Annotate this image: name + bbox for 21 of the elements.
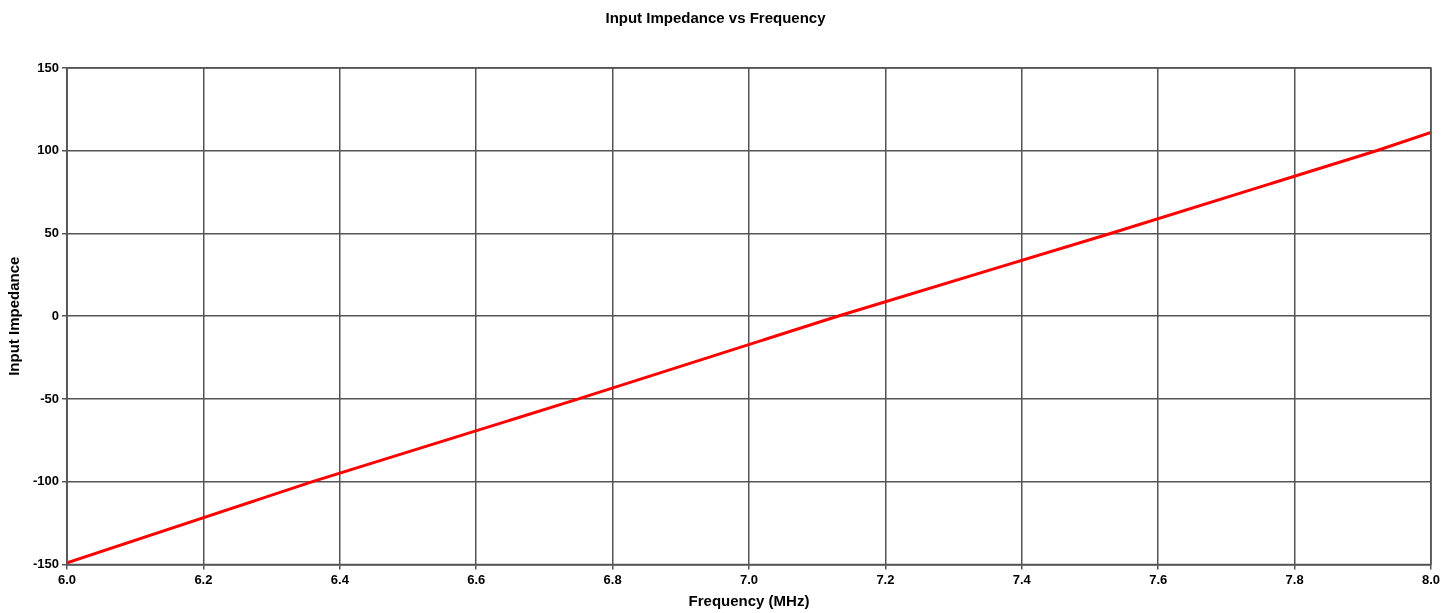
x-tick-label: 6.8	[603, 571, 622, 587]
x-tick-label: 6.4	[330, 571, 350, 587]
x-tick-label: 6.6	[467, 571, 486, 587]
x-tick-label: 7.6	[1149, 571, 1168, 587]
y-tick-label: -150	[32, 555, 60, 571]
y-tick-label: -100	[32, 473, 60, 489]
x-tick-label: 8.0	[1421, 571, 1441, 587]
y-tick-label: 0	[51, 307, 60, 323]
y-tick-label: 100	[37, 142, 60, 158]
x-tick-label: 7.4	[1012, 571, 1032, 587]
x-tick-label: 7.0	[739, 571, 759, 587]
chart-title: Input Impedance vs Frequency	[605, 9, 827, 27]
x-tick-label: 6.0	[57, 571, 77, 587]
y-tick-label: 50	[44, 225, 60, 241]
x-tick-label: 7.8	[1285, 571, 1304, 587]
x-tick-label: 6.2	[194, 571, 213, 587]
x-tick-label: 7.2	[876, 571, 895, 587]
y-tick-label: -50	[40, 390, 60, 406]
x-axis-title: Frequency (MHz)	[688, 592, 810, 610]
y-axis-title: Input Impedance	[5, 256, 23, 376]
y-tick-label: 150	[37, 59, 60, 75]
